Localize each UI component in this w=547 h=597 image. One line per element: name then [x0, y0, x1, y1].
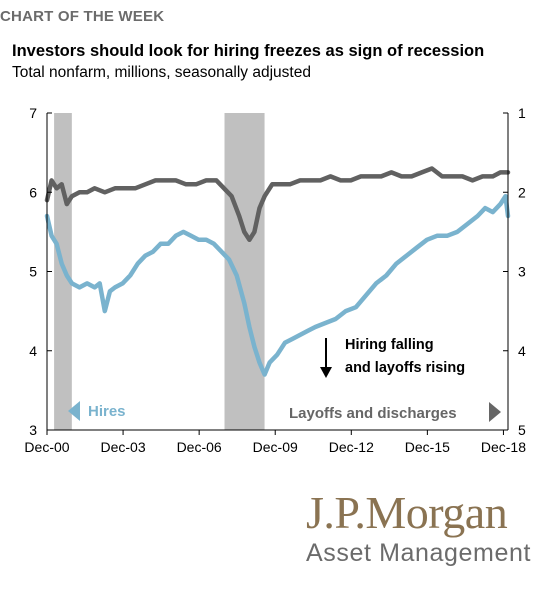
- right-tick-label: 5: [518, 422, 526, 438]
- right-tick-label: 3: [518, 264, 526, 280]
- chart-title: Investors should look for hiring freezes…: [12, 42, 485, 60]
- x-tick-label: Dec-12: [329, 439, 374, 455]
- left-tick-label: 6: [29, 184, 37, 200]
- logo-division: Asset Management: [306, 539, 531, 567]
- recession-band-1: [224, 113, 265, 430]
- hires-arrow-icon: [68, 401, 80, 421]
- x-tick-label: Dec-09: [253, 439, 298, 455]
- series-lines: [44, 166, 511, 377]
- series-line-layoffs: [44, 166, 511, 243]
- annotation-line-1: Hiring falling: [345, 337, 434, 353]
- chart-subtitle: Total nonfarm, millions, seasonally adju…: [12, 64, 311, 81]
- annotation-line-2: and layoffs rising: [345, 360, 465, 376]
- chart-axes: 3 4 5 6 7 1 2 3 4 5 Dec-00 Dec-03 Dec-06 Dec-09 Dec-12…: [24, 105, 526, 455]
- right-tick-label: 2: [518, 184, 526, 200]
- left-tick-label: 5: [29, 264, 37, 280]
- x-tick-label: Dec-18: [481, 439, 526, 455]
- left-tick-label: 7: [29, 105, 37, 121]
- recession-bands: [54, 113, 265, 430]
- line-chart: 3 4 5 6 7 1 2 3 4 5 Dec-00 Dec-03 Dec-06 Dec-09 Dec-12…: [24, 105, 526, 455]
- x-tick-label: Dec-15: [405, 439, 450, 455]
- layoffs-arrow-icon: [489, 402, 501, 422]
- left-tick-label: 3: [29, 422, 37, 438]
- right-tick-label: 4: [518, 343, 526, 359]
- left-tick-label: 4: [29, 343, 37, 359]
- annotation-arrow: [320, 338, 332, 378]
- x-tick-label: Dec-00: [24, 439, 69, 455]
- layoffs-label: Layoffs and discharges: [289, 405, 457, 422]
- x-tick-label: Dec-06: [177, 439, 222, 455]
- hires-label: Hires: [88, 403, 126, 420]
- series-line-hires: [44, 193, 511, 377]
- x-tick-label: Dec-03: [101, 439, 146, 455]
- chart-kicker: CHART OF THE WEEK: [0, 8, 165, 25]
- right-tick-label: 1: [518, 105, 526, 121]
- jpmorgan-logo: J.P.Morgan Asset Management: [306, 488, 531, 568]
- logo-brand: J.P.Morgan: [306, 487, 508, 538]
